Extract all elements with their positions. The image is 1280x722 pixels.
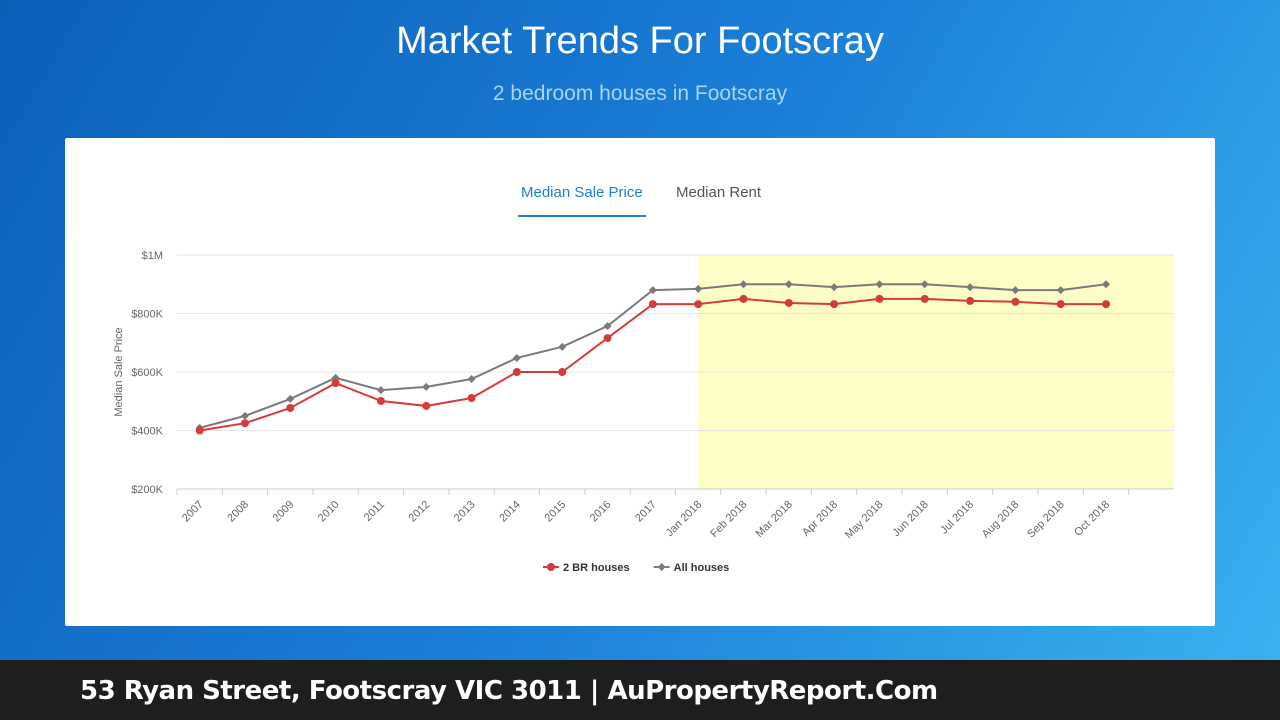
- point: [195, 426, 204, 435]
- tab[interactable]: Median Rent: [676, 184, 762, 201]
- point: [376, 396, 385, 405]
- x-tick-label: 2015: [543, 499, 569, 525]
- point: [875, 280, 884, 289]
- x-tick-label: Aug 2018: [980, 499, 1022, 541]
- x-tick-label: Jun 2018: [890, 499, 930, 539]
- point: [1011, 297, 1020, 306]
- tab[interactable]: Median Sale Price: [518, 184, 646, 217]
- legend-label: 2 BR houses: [563, 562, 630, 574]
- x-tick-label: 2017: [633, 499, 659, 525]
- footer: 53 Ryan Street, Footscray VIC 3011 | AuP…: [0, 660, 1280, 720]
- y-tick-label: $600K: [131, 367, 163, 379]
- point: [648, 286, 657, 295]
- point: [240, 419, 249, 428]
- point: [1056, 300, 1065, 309]
- x-tick-label: 2008: [225, 499, 251, 525]
- point: [830, 283, 839, 292]
- point: [694, 284, 703, 293]
- point: [286, 403, 295, 412]
- point: [512, 353, 521, 362]
- y-tick-label: $200K: [131, 484, 163, 496]
- legend-marker: [547, 563, 555, 571]
- x-tick-label: Apr 2018: [800, 499, 840, 539]
- x-tick-label: 2013: [452, 499, 478, 525]
- x-tick-label: Mar 2018: [754, 499, 795, 540]
- point: [966, 296, 975, 305]
- point: [512, 368, 521, 376]
- x-tick-label: 2010: [316, 499, 342, 525]
- point: [558, 342, 567, 351]
- legend-label: All houses: [674, 562, 730, 574]
- chart-card: Median Sale Price Median Rent $200K $400K…: [65, 138, 1215, 626]
- x-tick-label: Feb 2018: [708, 499, 749, 540]
- y-tick-label: $1M: [142, 250, 163, 262]
- point: [422, 401, 431, 410]
- x-tick-label: 2012: [407, 499, 433, 525]
- point: [875, 294, 884, 303]
- point: [558, 368, 567, 376]
- point: [331, 379, 340, 388]
- page-title: Market Trends For Footscray: [396, 20, 884, 62]
- point: [784, 298, 793, 307]
- point: [1102, 280, 1111, 289]
- point: [467, 394, 476, 403]
- point: [966, 283, 975, 292]
- point: [648, 300, 657, 309]
- point: [830, 300, 839, 309]
- x-tick-label: Jan 2018: [664, 499, 704, 539]
- point: [1011, 286, 1020, 295]
- point: [784, 280, 793, 289]
- point: [603, 322, 612, 331]
- x-tick-label: Sep 2018: [1025, 499, 1067, 541]
- x-tick-label: Jul 2018: [938, 499, 976, 537]
- y-tick-label: $400K: [131, 426, 163, 438]
- x-tick-label: 2016: [588, 499, 614, 525]
- point: [1102, 300, 1111, 309]
- x-tick-label: Oct 2018: [1072, 499, 1112, 539]
- point: [1056, 286, 1065, 295]
- page-subtitle: 2 bedroom houses in Footscray: [492, 82, 788, 105]
- point: [739, 280, 748, 289]
- x-tick-label: May 2018: [843, 499, 886, 542]
- y-tick-label: $800K: [131, 309, 163, 321]
- point: [286, 394, 295, 403]
- point: [694, 300, 703, 309]
- chart: $200K $400K $600K $800K $1M Median Sale Price…: [113, 250, 1174, 574]
- point: [422, 382, 431, 391]
- point: [739, 294, 748, 303]
- legend-marker: [657, 563, 666, 571]
- point: [240, 411, 249, 420]
- x-tick-label: 2011: [362, 499, 387, 524]
- point: [467, 375, 476, 384]
- y-axis-label: Median Sale Price: [113, 327, 125, 416]
- x-tick-label: 2014: [497, 499, 523, 525]
- point: [376, 386, 385, 395]
- point: [920, 294, 929, 303]
- x-tick-label: 2007: [180, 499, 206, 525]
- x-tick-label: 2009: [271, 499, 297, 525]
- point: [920, 280, 929, 289]
- point: [603, 334, 612, 343]
